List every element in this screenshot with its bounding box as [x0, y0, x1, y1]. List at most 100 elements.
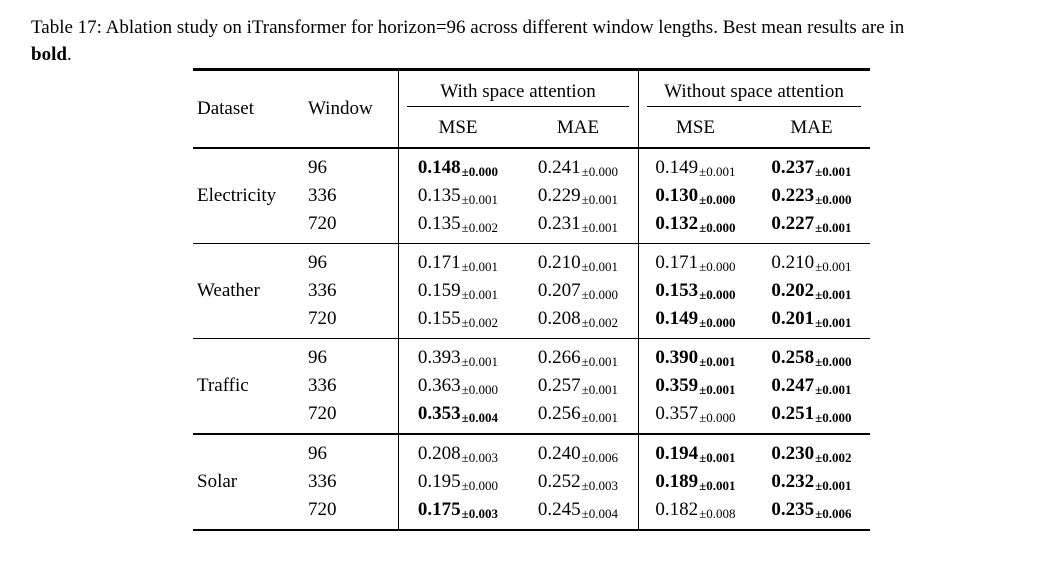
metric-std: ±0.001: [815, 382, 852, 398]
mse-without-cell: 0.182±0.008: [638, 499, 753, 521]
table-row: 720 0.135±0.002 0.231±0.001 0.132±0.000 0.22…: [193, 210, 870, 238]
metric-std: ±0.001: [815, 286, 852, 302]
mse-with-cell: 0.353±0.004: [398, 403, 518, 425]
mse-with-cell: 0.208±0.003: [398, 443, 518, 465]
dataset-block-electricity: 96 0.148±0.000 0.241±0.000 0.149±0.001 0.237…: [193, 149, 870, 243]
metric-std: ±0.000: [699, 314, 736, 330]
metric-std: ±0.000: [461, 382, 499, 398]
window-cell: 720: [308, 498, 337, 520]
caption-line1: Table 17: Ablation study on iTransformer…: [31, 17, 905, 38]
metric-mean: 0.357: [655, 403, 699, 425]
top-rule: [193, 68, 870, 71]
header-separator-rule: [193, 146, 870, 149]
mae-without-cell: 0.201±0.001: [753, 308, 870, 330]
metric-std: ±0.001: [699, 382, 736, 398]
metric-mean: 0.353: [417, 403, 461, 425]
window-cell: 96: [308, 347, 327, 369]
table-row: 96 0.393±0.001 0.266±0.001 0.390±0.001 0.258…: [193, 344, 870, 372]
table-row: Solar 336 0.195±0.000 0.252±0.003 0.189±0.00…: [193, 468, 870, 496]
mse-with-cell: 0.363±0.000: [398, 375, 518, 397]
metric-std: ±0.000: [699, 410, 736, 426]
dataset-cell: Weather: [197, 279, 260, 301]
ablation-table: Dataset Window With space attention With…: [193, 68, 870, 532]
metric-std: ±0.001: [581, 219, 619, 235]
mse-without-cell: 0.130±0.000: [638, 185, 753, 207]
window-cell: 720: [308, 403, 337, 425]
metric-std: ±0.001: [581, 258, 619, 274]
metric-std: ±0.000: [699, 191, 736, 207]
mae-with-cell: 0.256±0.001: [518, 403, 638, 425]
dataset-cell: Traffic: [197, 375, 249, 397]
metric-mean: 0.390: [655, 347, 699, 369]
metric-std: ±0.006: [815, 505, 852, 521]
mse-without-cell: 0.357±0.000: [638, 403, 753, 425]
mse-without-cell: 0.149±0.000: [638, 308, 753, 330]
metric-std: ±0.001: [461, 286, 499, 302]
mse-without-cell: 0.189±0.001: [638, 471, 753, 493]
mse-with-cell: 0.195±0.000: [398, 471, 518, 493]
metric-mean: 0.210: [771, 251, 815, 273]
window-cell: 336: [308, 470, 337, 492]
metric-std: ±0.000: [699, 219, 736, 235]
metric-mean: 0.201: [771, 307, 815, 329]
metric-std: ±0.001: [699, 449, 736, 465]
header-mse-without: MSE: [675, 116, 716, 138]
metric-mean: 0.182: [655, 498, 699, 520]
metric-mean: 0.149: [655, 307, 699, 329]
table-row: 96 0.171±0.001 0.210±0.001 0.171±0.000 0.210…: [193, 249, 870, 277]
metric-std: ±0.008: [699, 505, 736, 521]
metric-std: ±0.003: [461, 449, 499, 465]
bottom-rule: [193, 528, 870, 532]
metric-mean: 0.247: [771, 375, 815, 397]
caption-bold-word: bold: [31, 44, 67, 65]
metric-mean: 0.153: [655, 279, 699, 301]
metric-mean: 0.148: [417, 156, 461, 178]
mae-without-cell: 0.223±0.000: [753, 185, 870, 207]
metric-mean: 0.159: [417, 279, 461, 301]
mae-without-cell: 0.202±0.001: [753, 280, 870, 302]
metric-std: ±0.002: [581, 314, 619, 330]
metric-mean: 0.207: [537, 279, 581, 301]
metric-std: ±0.001: [581, 410, 619, 426]
mae-with-cell: 0.252±0.003: [518, 471, 638, 493]
header-dataset: Dataset: [197, 97, 254, 119]
metric-std: ±0.001: [815, 477, 852, 493]
metric-mean: 0.251: [771, 403, 815, 425]
header-group-with-space-attention: With space attention: [407, 71, 629, 107]
table-row: 720 0.155±0.002 0.208±0.002 0.149±0.000 0.20…: [193, 305, 870, 333]
mae-without-cell: 0.247±0.001: [753, 375, 870, 397]
metric-std: ±0.004: [581, 505, 619, 521]
metric-mean: 0.208: [537, 307, 581, 329]
metric-mean: 0.189: [655, 470, 699, 492]
mae-with-cell: 0.208±0.002: [518, 308, 638, 330]
header-mse-with: MSE: [438, 116, 478, 138]
metric-mean: 0.241: [537, 156, 581, 178]
caption-after-bold: .: [66, 44, 72, 65]
metric-std: ±0.000: [581, 286, 619, 302]
metric-mean: 0.171: [655, 251, 699, 273]
metric-std: ±0.001: [699, 354, 736, 370]
mse-with-cell: 0.171±0.001: [398, 252, 518, 274]
metric-mean: 0.266: [537, 347, 581, 369]
window-cell: 336: [308, 184, 337, 206]
mse-without-cell: 0.194±0.001: [638, 443, 753, 465]
window-cell: 336: [308, 375, 337, 397]
mse-with-cell: 0.159±0.001: [398, 280, 518, 302]
metric-std: ±0.006: [581, 449, 619, 465]
metric-mean: 0.359: [655, 375, 699, 397]
metric-std: ±0.001: [461, 191, 499, 207]
header-group-without-space-attention: Without space attention: [647, 71, 861, 107]
block-divider-rule: [193, 242, 870, 244]
mae-with-cell: 0.210±0.001: [518, 252, 638, 274]
metric-mean: 0.130: [655, 184, 699, 206]
window-cell: 96: [308, 156, 327, 178]
window-cell: 720: [308, 212, 337, 234]
mae-without-cell: 0.230±0.002: [753, 443, 870, 465]
mse-with-cell: 0.135±0.001: [398, 185, 518, 207]
dataset-cell: Solar: [197, 470, 238, 492]
metric-mean: 0.252: [537, 470, 581, 492]
dataset-block-weather: 96 0.171±0.001 0.210±0.001 0.171±0.000 0.210…: [193, 244, 870, 338]
table-row: 720 0.353±0.004 0.256±0.001 0.357±0.000 0.25…: [193, 400, 870, 428]
mae-with-cell: 0.229±0.001: [518, 185, 638, 207]
mae-with-cell: 0.207±0.000: [518, 280, 638, 302]
